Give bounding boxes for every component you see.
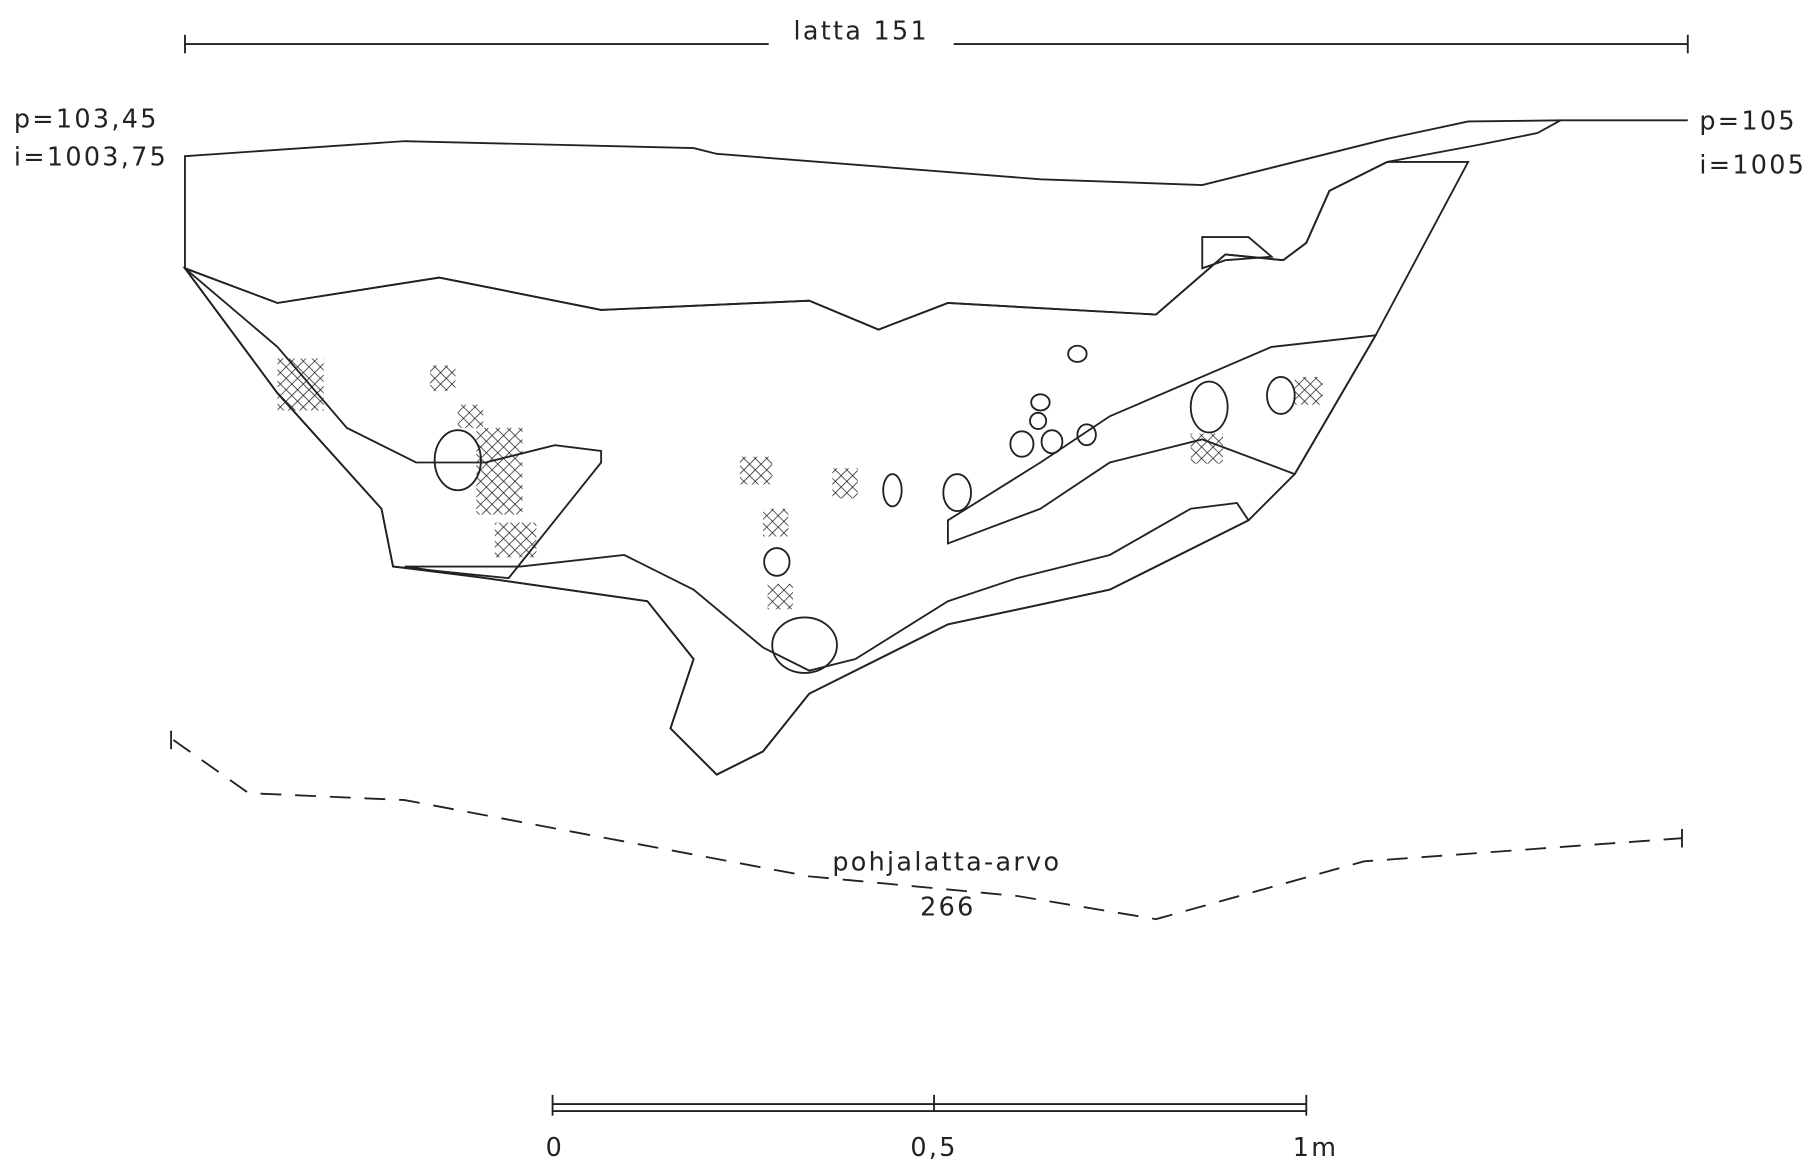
right-i: i=1005 xyxy=(1699,150,1806,180)
scale-bar: 0 0,5 1m xyxy=(546,1094,1339,1162)
left-p: p=103,45 xyxy=(14,103,159,133)
pit-outline xyxy=(182,161,1470,776)
scale-label: 1m xyxy=(1293,1132,1339,1162)
base-line: pohjalatta-arvo 266 xyxy=(170,730,1683,922)
top-line: latta 151 xyxy=(184,15,1689,54)
right-p: p=105 xyxy=(1699,106,1797,136)
crosshatch-zone xyxy=(404,501,1250,776)
stones xyxy=(433,344,1296,674)
scale-label: 0 xyxy=(546,1132,565,1162)
topsoil-layer xyxy=(184,119,1562,331)
crosshatch-patches xyxy=(277,358,1323,610)
hatched-zone xyxy=(1201,236,1274,270)
top-line-label: latta 151 xyxy=(793,15,929,45)
left-i: i=1003,75 xyxy=(14,141,168,171)
scale-label: 0,5 xyxy=(910,1132,957,1162)
hatched-zone xyxy=(184,267,603,580)
base-line-label: pohjalatta-arvo xyxy=(832,847,1061,877)
base-line-value: 266 xyxy=(920,892,975,922)
